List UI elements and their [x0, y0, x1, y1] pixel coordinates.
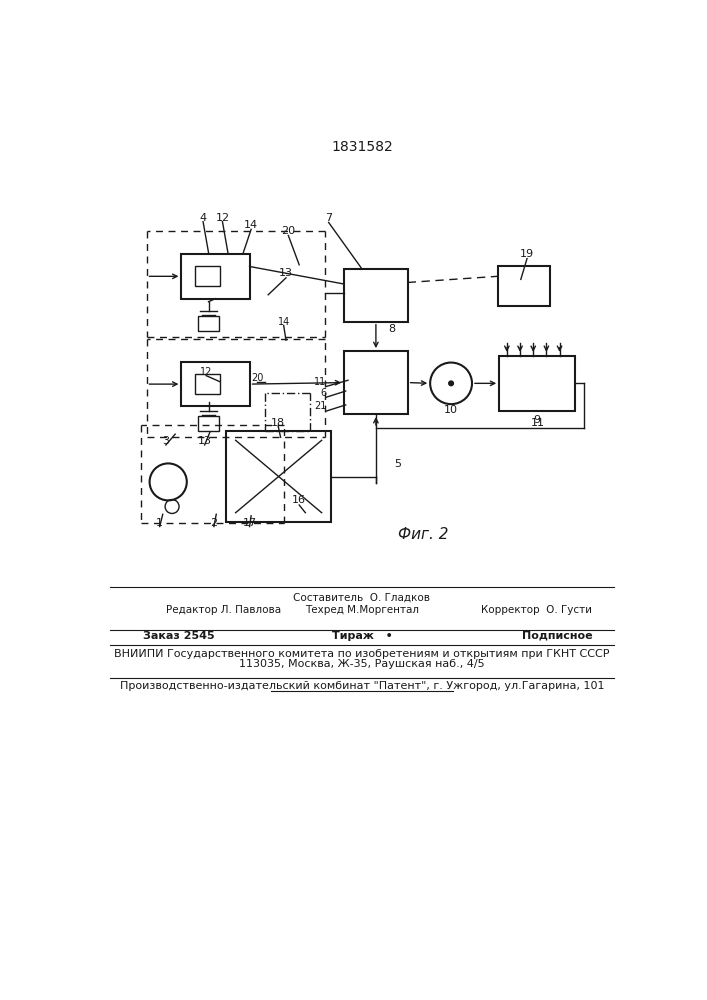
Text: Тираж   •: Тираж • — [332, 631, 392, 641]
Text: 11: 11 — [531, 418, 545, 428]
Text: 13: 13 — [279, 268, 293, 278]
Text: 18: 18 — [271, 418, 286, 428]
Bar — [344, 269, 408, 322]
Bar — [498, 266, 550, 306]
Bar — [344, 351, 408, 414]
Bar — [199, 416, 218, 431]
Bar — [182, 362, 250, 406]
Text: 14: 14 — [278, 317, 290, 327]
Text: Заказ 2545: Заказ 2545 — [143, 631, 214, 641]
Text: 113035, Москва, Ж-35, Раушская наб., 4/5: 113035, Москва, Ж-35, Раушская наб., 4/5 — [239, 659, 485, 669]
Text: Подписное: Подписное — [522, 631, 593, 641]
Bar — [182, 254, 250, 299]
Text: 9: 9 — [534, 415, 541, 425]
Bar — [195, 374, 220, 394]
Text: 11: 11 — [314, 377, 327, 387]
Text: Техред М.Моргентал: Техред М.Моргентал — [305, 605, 419, 615]
Text: 10: 10 — [444, 405, 458, 415]
Text: 20: 20 — [281, 226, 296, 236]
Circle shape — [449, 381, 453, 386]
Text: 12: 12 — [200, 367, 212, 377]
Text: Корректор  О. Густи: Корректор О. Густи — [481, 605, 592, 615]
Text: 1831582: 1831582 — [331, 140, 393, 154]
Bar — [195, 266, 220, 286]
Text: 13: 13 — [198, 436, 211, 446]
Text: 5: 5 — [394, 459, 401, 469]
Text: 21: 21 — [314, 401, 327, 411]
Text: 2: 2 — [211, 518, 218, 528]
Bar — [226, 431, 331, 522]
Text: 1: 1 — [156, 518, 163, 528]
Text: 12: 12 — [216, 213, 230, 223]
Bar — [199, 316, 218, 331]
Text: 20: 20 — [251, 373, 264, 383]
Text: Производственно-издательский комбинат "Патент", г. Ужгород, ул.Гагарина, 101: Производственно-издательский комбинат "П… — [119, 681, 604, 691]
Text: 14: 14 — [244, 220, 258, 230]
Text: 17: 17 — [243, 518, 257, 528]
Bar — [499, 356, 575, 411]
Text: 16: 16 — [292, 495, 306, 505]
Text: 8: 8 — [388, 324, 395, 334]
Text: ВНИИПИ Государственного комитета по изобретениям и открытиям при ГКНТ СССР: ВНИИПИ Государственного комитета по изоб… — [115, 649, 609, 659]
Text: Фиг. 2: Фиг. 2 — [398, 527, 448, 542]
Text: Составитель  О. Гладков: Составитель О. Гладков — [293, 592, 431, 602]
Text: 3: 3 — [163, 436, 170, 446]
Text: 4: 4 — [199, 213, 206, 223]
Text: 7: 7 — [325, 213, 332, 223]
Text: 6: 6 — [320, 388, 327, 398]
Text: 19: 19 — [520, 249, 534, 259]
Text: Редактор Л. Павлова: Редактор Л. Павлова — [166, 605, 281, 615]
